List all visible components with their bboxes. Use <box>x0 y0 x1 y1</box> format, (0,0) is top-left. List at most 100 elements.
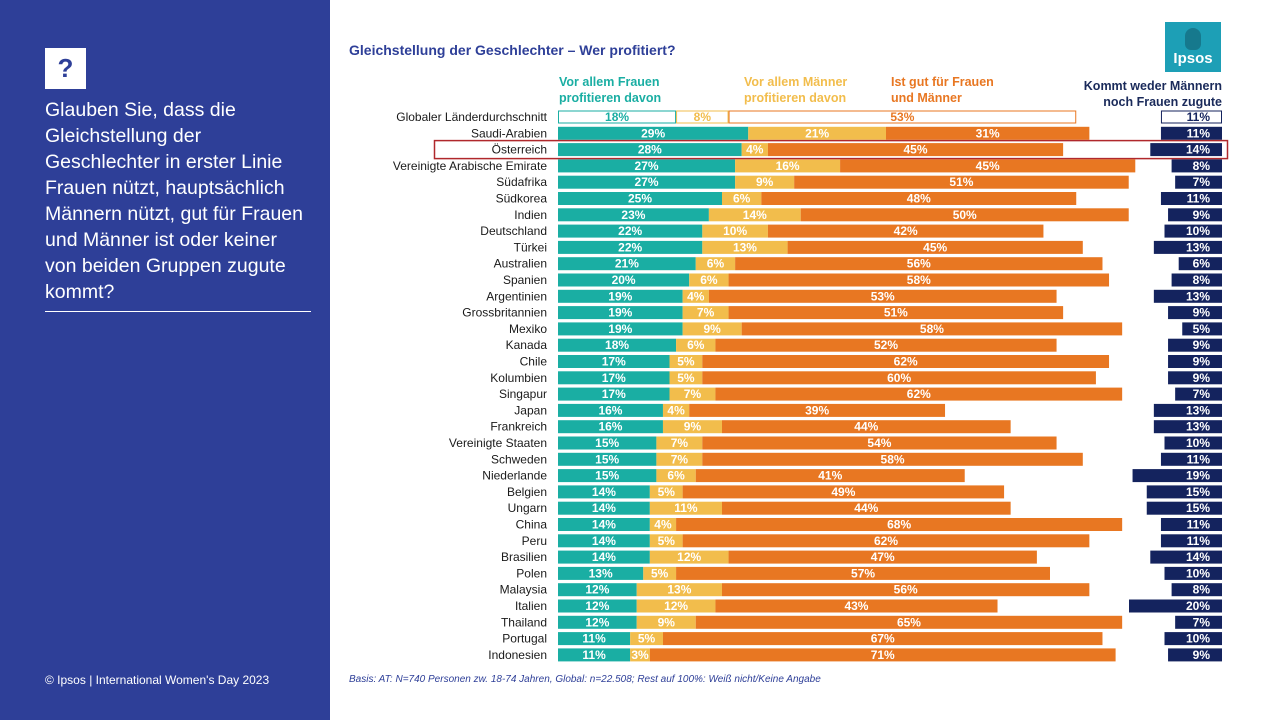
row-6-bar-none <box>1168 208 1222 222</box>
row-28-bar-men <box>643 566 677 580</box>
row-22-bar-women <box>558 469 657 483</box>
row-12-value-both: 51% <box>884 306 908 320</box>
row-12-value-none: 9% <box>1193 306 1211 320</box>
row-20-value-both: 54% <box>867 436 891 450</box>
row-4-bar-none <box>1175 175 1222 189</box>
row-3-value-none: 8% <box>1193 159 1211 173</box>
row-31-value-none: 7% <box>1193 615 1211 629</box>
row-14-value-both: 52% <box>874 338 898 352</box>
row-18-value-men: 4% <box>667 403 685 417</box>
row-18-label: Japan <box>514 403 547 417</box>
row-19-bar-men <box>662 420 722 434</box>
row-32-value-both: 67% <box>871 632 895 646</box>
row-8-value-men: 13% <box>733 240 757 254</box>
row-28-value-none: 10% <box>1186 566 1210 580</box>
row-21-value-none: 11% <box>1187 452 1211 466</box>
row-26-bar-none <box>1160 534 1222 548</box>
ipsos-logo: Ipsos <box>1165 22 1221 72</box>
row-10-value-women: 20% <box>612 273 636 287</box>
row-16-value-men: 5% <box>677 371 695 385</box>
row-0-label: Globaler Länderdurchschnitt <box>396 110 547 124</box>
row-16-value-none: 9% <box>1193 371 1211 385</box>
row-9-label: Australien <box>494 257 547 271</box>
row-2-bar-both <box>767 143 1064 157</box>
row-23-bar-none <box>1146 485 1222 499</box>
row-13-value-none: 5% <box>1193 322 1211 336</box>
row-0-bar-men <box>676 110 729 124</box>
row-8-label: Türkei <box>514 240 547 254</box>
row-12-bar-men <box>682 306 729 320</box>
row-22-bar-men <box>656 469 696 483</box>
row-23-bar-both <box>682 485 1005 499</box>
row-4-value-both: 51% <box>949 175 973 189</box>
row-8-value-both: 45% <box>923 240 947 254</box>
row-8-bar-men <box>702 240 788 254</box>
row-24-bar-both <box>722 501 1011 515</box>
row-11-value-none: 13% <box>1186 289 1210 303</box>
row-14-value-men: 6% <box>687 338 705 352</box>
legend-men: Vor allem Männer profitieren davon <box>744 75 848 105</box>
row-13-label: Mexiko <box>509 322 547 336</box>
row-16-value-women: 17% <box>602 371 626 385</box>
row-16-value-both: 60% <box>887 371 911 385</box>
row-33-value-both: 71% <box>871 648 895 662</box>
row-15-value-men: 5% <box>677 355 695 369</box>
row-33-bar-both <box>649 648 1116 662</box>
row-15-bar-both <box>702 355 1110 368</box>
row-9-bar-women <box>558 257 696 271</box>
row-5-bar-men <box>722 192 762 205</box>
row-28-bar-women <box>558 566 644 580</box>
row-15-value-women: 17% <box>602 355 626 369</box>
row-5-bar-none <box>1160 192 1222 205</box>
row-5-bar-both <box>761 192 1077 205</box>
row-1-bar-women <box>558 126 749 140</box>
row-8-bar-both <box>787 240 1083 254</box>
row-23-value-both: 49% <box>831 485 855 499</box>
row-14-value-women: 18% <box>605 338 629 352</box>
row-13-bar-none <box>1182 322 1222 336</box>
row-21-bar-none <box>1160 452 1222 466</box>
row-21-label: Schweden <box>491 452 547 466</box>
row-3-value-both: 45% <box>976 159 1000 173</box>
row-25-value-none: 11% <box>1187 518 1211 532</box>
row-30-value-women: 12% <box>585 599 609 613</box>
row-25-bar-men <box>649 518 677 531</box>
row-32-value-men: 5% <box>638 632 656 646</box>
row-6-label: Indien <box>514 208 547 222</box>
row-30-value-both: 43% <box>844 599 868 613</box>
row-28-value-both: 57% <box>851 566 875 580</box>
row-30-value-none: 20% <box>1186 599 1210 613</box>
row-18-bar-none <box>1153 403 1222 417</box>
row-29-value-men: 13% <box>667 583 691 597</box>
row-31-value-men: 9% <box>658 615 676 629</box>
row-17-value-both: 62% <box>907 387 931 401</box>
row-6-value-none: 9% <box>1193 208 1211 222</box>
row-6-value-both: 50% <box>953 208 977 222</box>
row-32-bar-men <box>630 632 663 646</box>
row-1-value-men: 21% <box>805 126 829 140</box>
row-10-bar-men <box>689 273 729 287</box>
row-1-bar-both <box>886 126 1090 140</box>
row-31-label: Thailand <box>501 615 547 629</box>
chart-title: Gleichstellung der Geschlechter – Wer pr… <box>349 42 676 58</box>
row-28-value-men: 5% <box>651 566 669 580</box>
row-11-label: Argentinien <box>486 289 547 303</box>
row-8-value-none: 13% <box>1186 240 1210 254</box>
row-24-value-both: 44% <box>854 501 878 515</box>
row-7-bar-men <box>702 224 768 238</box>
row-27-bar-both <box>728 550 1037 564</box>
row-13-bar-both <box>741 322 1123 336</box>
row-32-bar-women <box>558 632 631 646</box>
row-33-bar-women <box>558 648 631 662</box>
row-8-value-women: 22% <box>618 240 642 254</box>
row-2-bar-none <box>1150 143 1222 157</box>
row-1-bar-none <box>1160 126 1222 140</box>
row-27-bar-men <box>649 550 729 564</box>
row-30-label: Italien <box>515 599 547 613</box>
row-4-bar-women <box>558 175 736 189</box>
row-3-bar-both <box>840 159 1136 173</box>
row-26-bar-both <box>682 534 1090 548</box>
row-18-value-women: 16% <box>598 403 622 417</box>
row-22-value-women: 15% <box>595 469 619 483</box>
row-32-bar-both <box>662 632 1103 646</box>
